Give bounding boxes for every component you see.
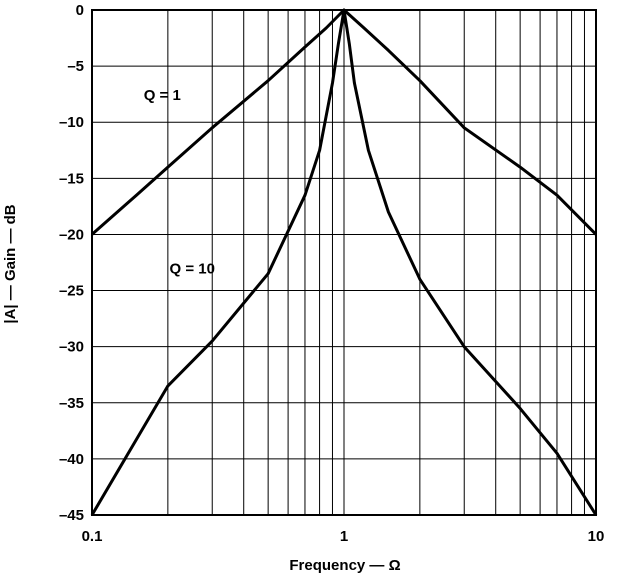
x-tick-label: 10: [588, 528, 605, 545]
y-tick-label: –45: [59, 507, 84, 524]
y-tick-label: –30: [59, 339, 84, 356]
x-axis-label: Frequency — Ω: [289, 557, 400, 574]
y-tick-label: –5: [67, 58, 84, 75]
curve-annotation: Q = 10: [170, 261, 215, 278]
annotations: Q = 1 Q = 10: [144, 87, 215, 278]
series-line-q-10: [90, 8, 598, 516]
y-tick-label: 0: [76, 2, 84, 19]
y-axis-label: |A| — Gain — dB: [2, 204, 19, 323]
y-tick-label: –20: [59, 226, 84, 243]
y-tick-label: –35: [59, 395, 84, 412]
y-tick-label: –25: [59, 283, 84, 300]
y-tick-label: –10: [59, 114, 84, 131]
x-tick-labels: 0.1 1 10: [82, 528, 605, 545]
plot-frame: [91, 9, 597, 516]
curve-annotation: Q = 1: [144, 87, 181, 104]
y-tick-labels: 0 –5 –10 –15 –20 –25 –30 –35 –40 –45: [59, 2, 84, 524]
y-tick-label: –40: [59, 451, 84, 468]
x-tick-label: 0.1: [82, 528, 103, 545]
x-tick-label: 1: [340, 528, 348, 545]
grid: [92, 10, 596, 515]
y-tick-label: –15: [59, 170, 84, 187]
